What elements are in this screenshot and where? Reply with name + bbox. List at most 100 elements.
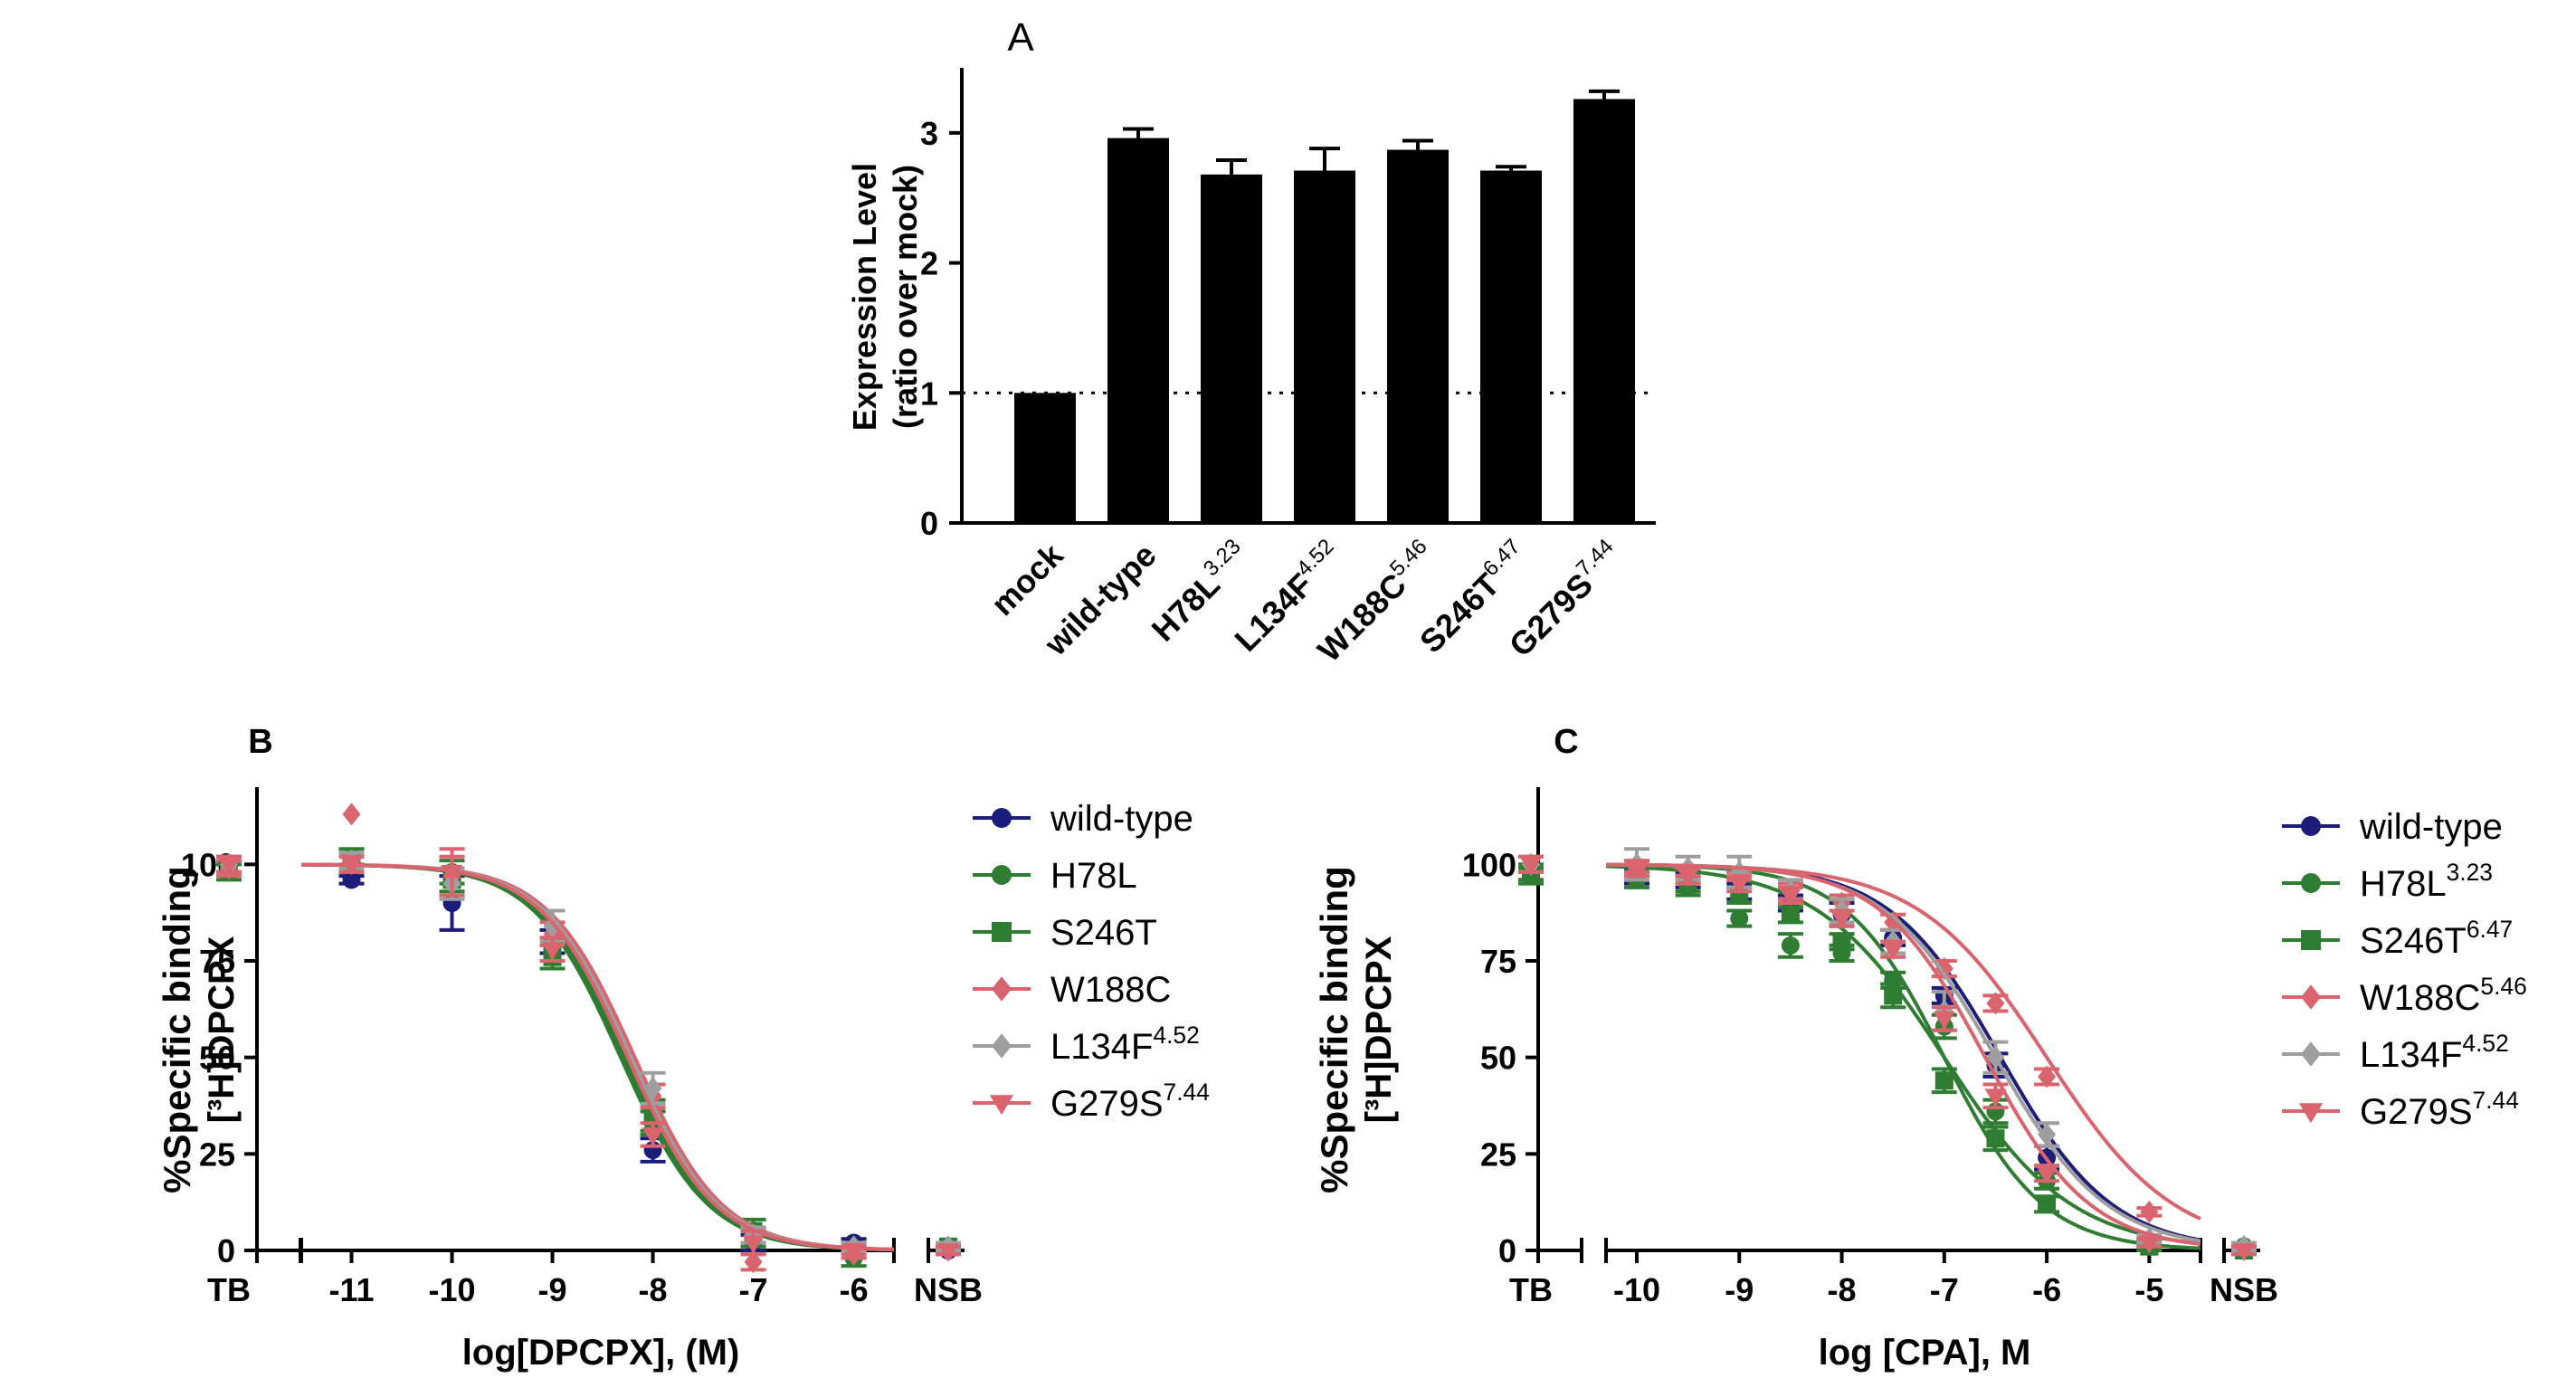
legend-marker: [2301, 1041, 2321, 1067]
x-tick-label: -9: [1725, 1271, 1754, 1308]
x-tick-label: -6: [840, 1271, 869, 1308]
data-point: [342, 870, 361, 889]
x-tick-label-main: W188C: [1310, 565, 1413, 669]
y-axis-label-line2: [³H]DPCPX: [202, 936, 242, 1123]
legend-label-main: W188C: [1050, 970, 1171, 1010]
x-tick-label: mock: [984, 536, 1070, 622]
data-point: [1934, 1071, 1953, 1090]
legend-label-main: W188C: [2360, 978, 2480, 1018]
legend-label: W188C: [1050, 970, 1171, 1010]
legend-label-sup: 4.52: [1153, 1022, 1199, 1049]
fit-curve: [301, 862, 894, 1252]
data-point: [1779, 888, 1801, 907]
x-tick-label: -8: [1828, 1271, 1857, 1308]
x-axis-label: log [CPA], M: [1819, 1333, 2031, 1373]
y-tick-label: 3: [920, 115, 938, 152]
data-point: [1934, 957, 1953, 981]
x-tick-label-main: mock: [984, 536, 1070, 622]
x-tick-label-main: S246T: [1412, 565, 1507, 660]
panel-c-cpa-binding-chart: C 0 25 50 75 100 -10 -9 -8 -7 -6 -5 TB NSB log [CPA], …: [1313, 723, 2527, 1373]
legend-label-sup: 7.44: [1164, 1079, 1210, 1106]
data-point: [937, 1243, 959, 1261]
legend-label: S246T: [1050, 913, 1157, 953]
fit-curve: [1606, 862, 2201, 1242]
data-point: [543, 915, 562, 938]
legend-item-wild-type: wild-type: [2282, 807, 2503, 847]
bar-w188c: [1387, 149, 1449, 524]
legend-label-sup: 3.23: [2447, 859, 2493, 886]
y-axis-label-line2: [³H]DPCPX: [1359, 936, 1399, 1123]
legend-item-s246t: S246T: [973, 913, 1157, 953]
legend-marker: [2301, 930, 2321, 950]
data-point: [642, 1127, 664, 1145]
data-point: [218, 857, 240, 876]
legend-label-sup: 5.46: [2480, 973, 2526, 1000]
data-point: [340, 857, 363, 876]
bar-s246t: [1480, 170, 1542, 523]
data-point: [541, 942, 564, 961]
data-point: [744, 1250, 763, 1274]
data-point: [1832, 932, 1851, 951]
data-point: [342, 803, 361, 826]
bar-l134f: [1294, 170, 1355, 523]
legend-label-sup: 4.52: [2462, 1030, 2508, 1057]
legend-label-sup: 6.47: [2467, 916, 2513, 943]
legend-marker: [2298, 1103, 2324, 1124]
legend-label-main: wild-type: [1050, 799, 1193, 839]
data-point: [1986, 1046, 2005, 1069]
legend-item-l134f: L134F4.52: [973, 1022, 1200, 1067]
legend-marker: [992, 1033, 1012, 1059]
legend-item-g279s: G279S7.44: [2282, 1087, 2519, 1132]
fit-curve: [301, 862, 895, 1251]
legend-item-wild-type: wild-type: [973, 799, 1193, 839]
legend-label: L134F4.52: [1050, 1022, 1200, 1067]
y-tick-label: 25: [199, 1136, 235, 1173]
series-g279s: [1518, 854, 2257, 1261]
fit-curve: [301, 862, 895, 1252]
data-point: [2038, 1123, 2057, 1146]
x-tick-label: -7: [1930, 1271, 1959, 1308]
legend-label: G279S7.44: [1050, 1079, 1210, 1124]
fit-curve: [301, 862, 895, 1251]
x-tick-label-tb: TB: [207, 1271, 251, 1308]
data-point: [742, 1235, 765, 1254]
data-point: [1677, 869, 1699, 888]
legend-label-main: L134F: [2360, 1035, 2462, 1075]
data-point: [842, 1243, 865, 1261]
bar-h78l: [1201, 174, 1262, 524]
y-axis-label: Expression Level: [846, 163, 883, 431]
legend-label-main: wild-type: [2359, 807, 2503, 847]
series-g279s: [216, 847, 961, 1261]
legend-marker: [992, 976, 1012, 1002]
data-point: [2138, 1235, 2161, 1254]
y-tick-label: 0: [920, 505, 938, 542]
legend-marker: [992, 808, 1012, 828]
y-tick-label: 100: [1462, 846, 1516, 883]
legend-label-main: S246T: [2360, 921, 2467, 961]
legend-label-main: H78L: [2360, 864, 2447, 904]
x-axis-label: log[DPCPX], (M): [462, 1333, 740, 1373]
fit-curve: [301, 862, 894, 1251]
x-tick-label: -5: [2134, 1271, 2163, 1308]
legend-marker: [992, 922, 1012, 942]
legend-label: wild-type: [1050, 799, 1193, 839]
panel-label-b: B: [248, 723, 272, 761]
y-tick-label: 50: [1480, 1040, 1516, 1077]
data-point: [1781, 936, 1800, 955]
panel-a-bar-chart: A 0 1 2 3 Expression Level (ratio over mock) mo…: [846, 15, 1656, 669]
series-h78l: [216, 847, 961, 1269]
legend-label: L134F4.52: [2360, 1030, 2509, 1075]
legend-label-main: G279S: [1050, 1084, 1164, 1124]
x-tick-label-main: G279S: [1502, 565, 1600, 663]
legend-item-h78l: H78L3.23: [2282, 859, 2493, 904]
x-tick-label-nsb: NSB: [2210, 1271, 2278, 1308]
y-axis-label: %Specific binding: [156, 866, 198, 1193]
data-point: [441, 864, 463, 883]
data-point: [1882, 942, 1905, 961]
data-point: [643, 1077, 662, 1100]
bar-wild-type: [1107, 138, 1169, 523]
fit-curve: [1605, 864, 2201, 1246]
x-tick-label: -10: [429, 1271, 476, 1308]
